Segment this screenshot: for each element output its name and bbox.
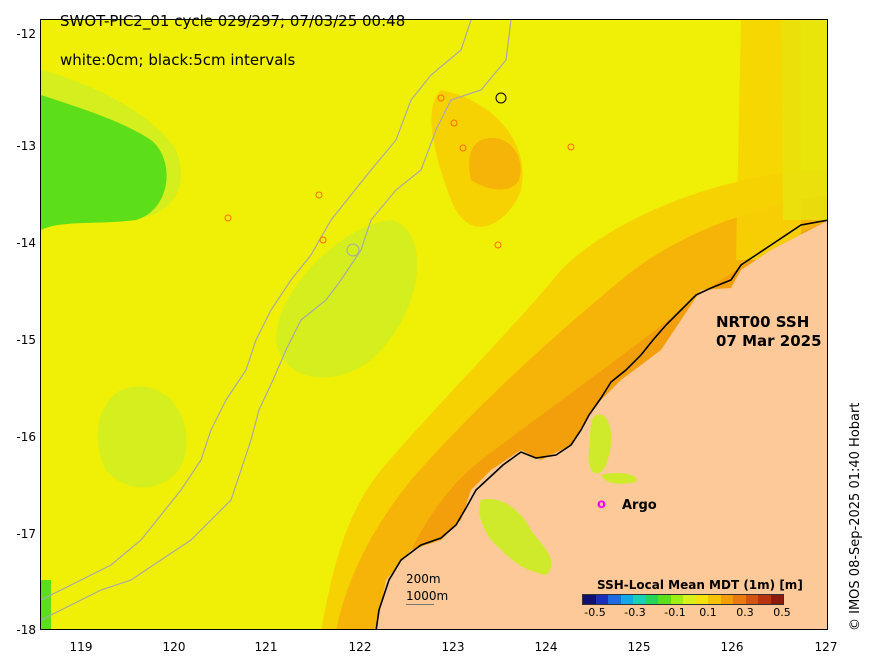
swot-point [224,214,232,222]
lon-tick-label: 127 [814,640,838,654]
colorbar-swatch [770,595,783,604]
swot-point [450,119,458,127]
colorbar-swatch [645,595,658,604]
lat-tick-label: -14 [16,236,36,250]
lowest-ssh-region-nw [41,95,167,230]
lat-tick-label: -18 [16,623,36,637]
swot-point [494,241,502,249]
product-date: 07 Mar 2025 [716,332,822,350]
inlet-walcott [601,472,637,484]
product-name: NRT00 SSH [716,313,810,331]
colorbar-swatch [720,595,733,604]
lon-tick-label: 124 [534,640,558,654]
bathymetry-200m [41,20,512,621]
lat-tick-label: -17 [16,527,36,541]
lat-tick-label: -13 [16,139,36,153]
lon-tick-label: 119 [69,640,93,654]
swot-swath-right [781,20,827,220]
colorbar-tick: 0.5 [773,606,791,619]
map-title: SWOT-PIC2_01 cycle 029/297; 07/03/25 00:… [60,12,406,30]
ssh-band-020-north [469,138,521,190]
lat-tick-label: -15 [16,333,36,347]
colorbar-swatch [583,595,596,604]
map-frame [40,19,828,630]
inlet-collier-bay [588,414,612,474]
lon-tick-label: 120 [162,640,186,654]
swot-point [319,236,327,244]
colorbar-swatch [733,595,746,604]
colorbar [582,594,784,605]
low-ssh-edge-sw [41,580,51,629]
swot-point [567,143,575,151]
colorbar-tick: 0.1 [699,606,717,619]
colorbar-swatch [695,595,708,604]
bathymetry-legend-line [406,604,434,605]
colorbar-swatch [658,595,671,604]
argo-label: Argo [622,498,657,513]
reef-island-2 [495,92,507,104]
imos-credit: © IMOS 08-Sep-2025 01:40 Hobart [848,402,863,631]
lon-tick-label: 122 [348,640,372,654]
colorbar-swatch [758,595,771,604]
colorbar-swatch [683,595,696,604]
ssh-map [41,20,827,629]
swot-point [437,94,445,102]
colorbar-swatch [633,595,646,604]
lon-tick-label: 126 [720,640,744,654]
colorbar-title: SSH-Local Mean MDT (1m) [m] [597,578,803,592]
reef-island-1 [346,243,360,257]
colorbar-tick: -0.3 [624,606,646,619]
colorbar-swatch [670,595,683,604]
inlet-king-sound [479,499,552,575]
bathymetry-label-200m: 200m [406,572,441,586]
colorbar-tick: 0.3 [736,606,754,619]
lon-tick-label: 121 [254,640,278,654]
map-subtitle: white:0cm; black:5cm intervals [60,51,296,69]
lon-tick-label: 123 [441,640,465,654]
lat-tick-label: -12 [16,27,36,41]
low-ssh-region-center [276,220,418,378]
colorbar-tick: -0.1 [664,606,686,619]
low-ssh-region-west [97,386,187,488]
colorbar-swatch [608,595,621,604]
swot-point [459,144,467,152]
colorbar-swatch [708,595,721,604]
colorbar-swatch [595,595,608,604]
coastline [375,219,827,629]
colorbar-swatch [620,595,633,604]
bathymetry-label-1000m: 1000m [406,589,449,603]
swot-point [315,191,323,199]
colorbar-tick: -0.5 [584,606,606,619]
bathymetry-1000m [41,20,472,601]
colorbar-swatch [745,595,758,604]
lat-tick-label: -16 [16,430,36,444]
argo-float-marker: o [597,497,606,512]
lon-tick-label: 125 [627,640,651,654]
